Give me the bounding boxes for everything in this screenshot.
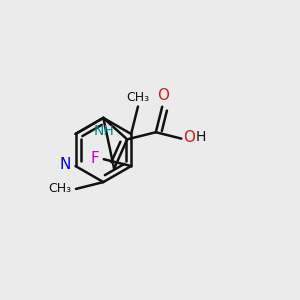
Text: O: O — [157, 88, 169, 103]
Text: CH₃: CH₃ — [126, 91, 149, 104]
Text: F: F — [91, 151, 100, 166]
Text: O: O — [183, 130, 195, 145]
Text: H: H — [196, 130, 206, 144]
Text: CH₃: CH₃ — [49, 182, 72, 195]
Text: N: N — [59, 157, 71, 172]
Text: NH: NH — [94, 124, 114, 138]
